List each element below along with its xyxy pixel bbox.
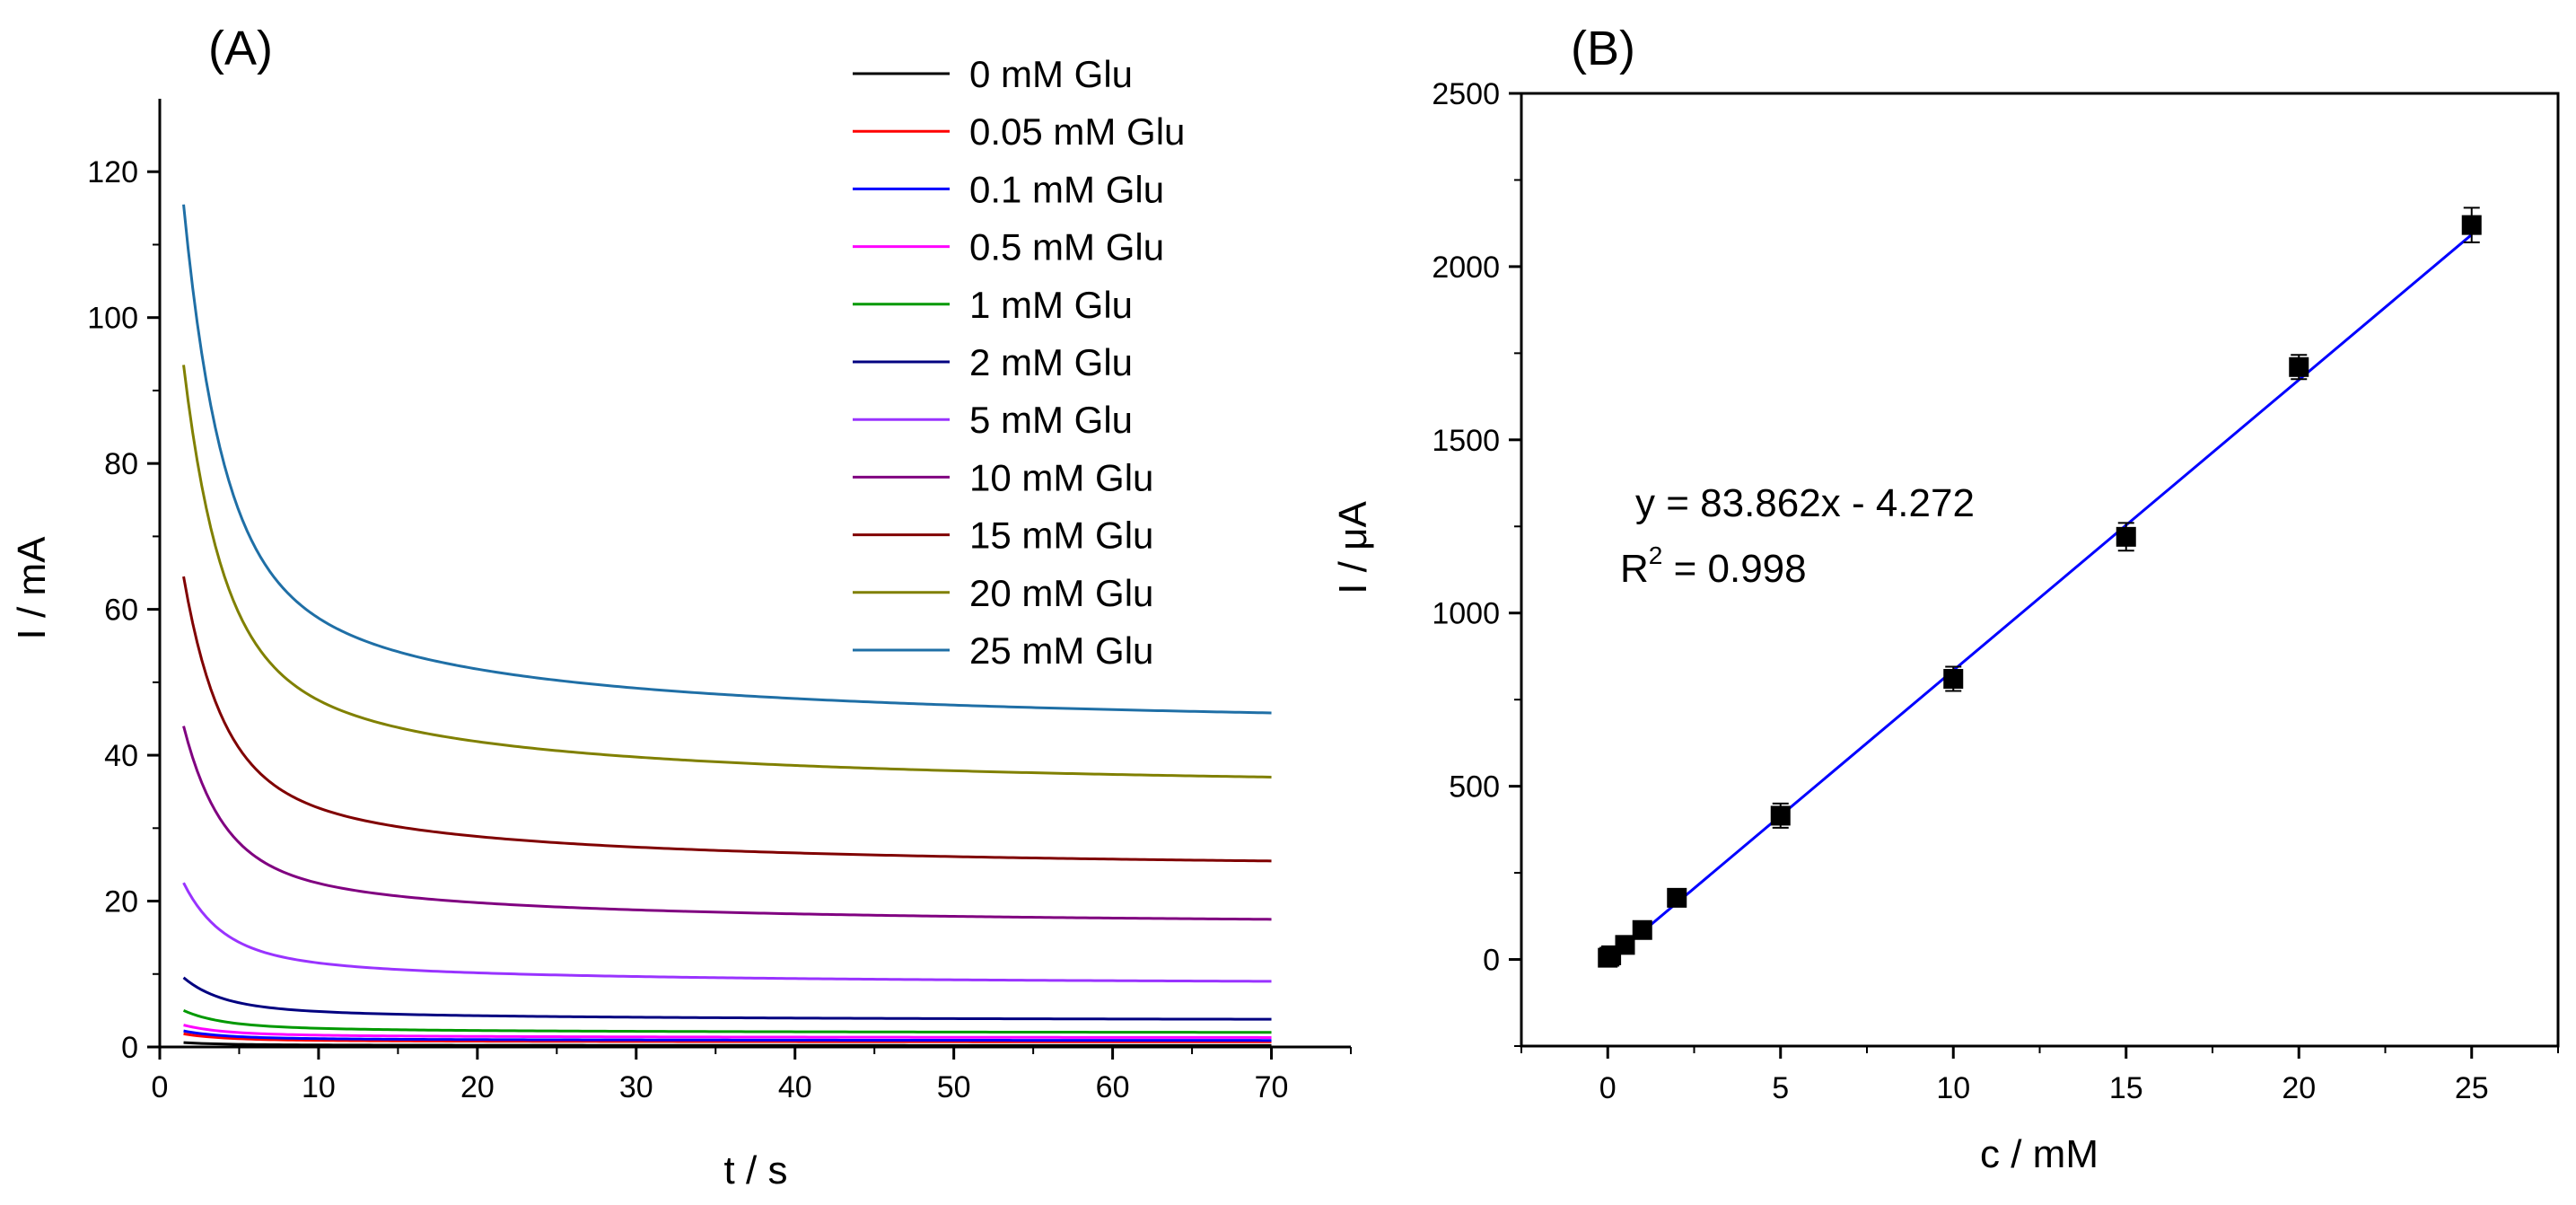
panel-a-series-group: [182, 204, 1272, 1047]
panel-a-y-tick-label: 80: [104, 447, 138, 481]
panel-b-x-tick-label: 5: [1772, 1071, 1789, 1105]
panel-a-y-ticks: 0 20 40 60 80 100 120: [87, 155, 160, 1065]
panel-a-x-tick-label: 20: [460, 1070, 495, 1104]
panel-b-y-tick-label: 2500: [1432, 77, 1500, 111]
r2-prefix: R: [1620, 547, 1649, 591]
panel-a-x-tick-label: 60: [1096, 1070, 1130, 1104]
fit-r-squared: R2 = 0.998: [1620, 541, 1807, 591]
panel-a-x-tick-label: 30: [619, 1070, 653, 1104]
panel-b-y-tick-label: 500: [1449, 770, 1500, 805]
legend-label: 10 mM Glu: [969, 456, 1153, 498]
panel-a-y-tick-label: 20: [104, 885, 138, 919]
legend-label: 0 mM Glu: [969, 53, 1133, 95]
panel-b-x-axis-title: c / mM: [1980, 1132, 2098, 1176]
panel-b-x-tick-label: 15: [2109, 1071, 2143, 1105]
panel-a-y-tick-label: 60: [104, 594, 138, 628]
panel-a-x-tick-label: 40: [778, 1070, 812, 1104]
data-point: [1943, 669, 1964, 690]
fit-equation: y = 83.862x - 4.272: [1635, 481, 1975, 525]
panel-b-points: [1598, 215, 2482, 968]
series-line-2: [183, 1029, 1272, 1042]
series-line-6: [182, 882, 1272, 983]
panel-b-label: (B): [1571, 22, 1635, 75]
panel-a-x-tick-label: 10: [302, 1070, 336, 1104]
series-line-5: [182, 976, 1272, 1021]
legend-label: 25 mM Glu: [969, 629, 1153, 672]
panel-b-y-ticks: 0 500 1000 1500 2000 2500: [1432, 77, 1521, 1047]
legend-label: 20 mM Glu: [969, 572, 1153, 614]
data-point: [2461, 215, 2482, 235]
data-point: [1667, 887, 1687, 908]
panel-a-label: (A): [208, 22, 273, 75]
series-line-9: [182, 365, 1272, 778]
panel-a-x-ticks: 0 10 20 30 40 50 60 70: [152, 1047, 1352, 1104]
panel-b-y-tick-label: 1500: [1432, 424, 1500, 458]
panel-a-y-tick-label: 0: [121, 1031, 138, 1065]
legend-label: 1 mM Glu: [969, 284, 1133, 326]
panel-a-x-axis-title: t / s: [724, 1148, 788, 1192]
legend-label: 15 mM Glu: [969, 515, 1153, 557]
r2-value: = 0.998: [1662, 547, 1806, 591]
series-line-7: [182, 726, 1272, 921]
panel-b-x-ticks: 0 5 10 15 20 25: [1520, 1046, 2559, 1105]
legend-label: 0.05 mM Glu: [969, 110, 1185, 153]
panel-a-y-tick-label: 40: [104, 739, 138, 773]
panel-b-y-tick-label: 0: [1483, 944, 1500, 978]
panel-a-x-tick-label: 70: [1255, 1070, 1289, 1104]
panel-b-x-tick-label: 20: [2282, 1071, 2316, 1105]
panel-b-y-tick-label: 1000: [1432, 597, 1500, 631]
panel-a-x-tick-label: 0: [152, 1070, 169, 1104]
series-line-10: [182, 204, 1272, 715]
panel-a-legend: 0 mM Glu 0.05 mM Glu 0.1 mM Glu 0.5 mM Glu 1…: [853, 53, 1185, 672]
series-line-3: [183, 1024, 1272, 1039]
r2-superscript: 2: [1649, 541, 1663, 569]
data-point: [1615, 935, 1635, 955]
data-point: [2116, 526, 2136, 547]
panel-b-x-tick-label: 10: [1936, 1071, 1970, 1105]
panel-a-y-axis-title: I / mA: [10, 536, 54, 640]
data-point: [2289, 356, 2309, 377]
fit-line: [1607, 233, 2473, 963]
panel-b-y-axis-title: I / μA: [1331, 501, 1375, 594]
series-line-1: [183, 1032, 1272, 1043]
legend-label: 5 mM Glu: [969, 399, 1133, 441]
panel-a: (A) 0 20 40 60 80 100 120 0 10 20 30 40 50 60 70 t / …: [10, 22, 1352, 1192]
panel-a-y-tick-label: 100: [87, 302, 138, 336]
panel-a-y-tick-label: 120: [87, 155, 138, 189]
panel-a-x-tick-label: 50: [937, 1070, 971, 1104]
legend-label: 0.5 mM Glu: [969, 226, 1164, 268]
panel-b-x-tick-label: 25: [2455, 1071, 2489, 1105]
panel-b-y-tick-label: 2000: [1432, 251, 1500, 285]
legend-label: 0.1 mM Glu: [969, 168, 1164, 210]
panel-b-fit-group: [1607, 233, 2473, 963]
data-point: [1770, 805, 1791, 826]
data-point: [1632, 919, 1652, 940]
series-line-4: [182, 1008, 1272, 1034]
panel-b-x-tick-label: 0: [1599, 1071, 1617, 1105]
series-line-0: [183, 1041, 1272, 1047]
legend-label: 2 mM Glu: [969, 341, 1133, 383]
series-line-8: [182, 576, 1272, 863]
panel-b: (B) 0 500 1000 1500 2000 2500 0 5 10 15 20 25 c / …: [1331, 22, 2560, 1176]
